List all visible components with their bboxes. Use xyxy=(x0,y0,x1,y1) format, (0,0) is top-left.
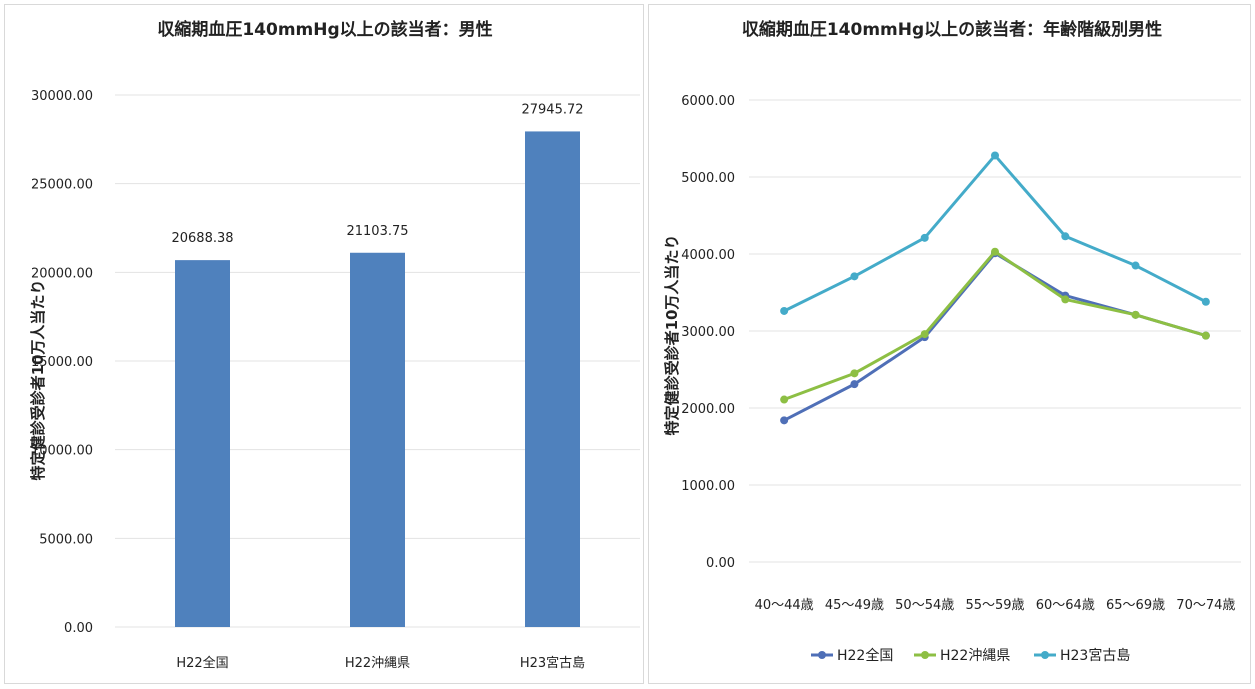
line-chart-title: 収縮期血圧140mmHg以上の該当者：年齢階級別男性 xyxy=(742,19,1162,40)
x-tick-label: 50～54歳 xyxy=(895,598,954,613)
bar-data-label: 21103.75 xyxy=(346,224,408,239)
data-point xyxy=(1201,297,1210,306)
bar-chart-title: 収縮期血圧140mmHg以上の該当者：男性 xyxy=(157,19,492,40)
bar xyxy=(525,131,580,627)
y-tick-label: 25000.00 xyxy=(31,178,93,193)
data-point xyxy=(780,416,789,425)
bar-data-label: 27945.72 xyxy=(521,102,583,117)
y-tick-label: 1000.00 xyxy=(681,479,735,494)
bar xyxy=(175,260,230,627)
data-point xyxy=(991,151,999,160)
series-line xyxy=(783,153,1207,313)
y-tick-label: 0.00 xyxy=(64,621,93,636)
data-point xyxy=(850,369,859,378)
x-tick-label: 70～74歳 xyxy=(1176,598,1235,613)
bar-data-label: 20688.38 xyxy=(171,231,233,246)
legend-label: H23宮古島 xyxy=(1060,648,1130,664)
y-tick-label: 5000.00 xyxy=(39,532,93,547)
data-point xyxy=(920,330,929,339)
data-point xyxy=(850,272,859,281)
y-tick-label: 15000.00 xyxy=(31,355,93,370)
data-point xyxy=(1061,295,1070,304)
line-chart: 収縮期血圧140mmHg以上の該当者：年齢階級別男性 特定健診受診者10万人当た… xyxy=(663,19,1241,664)
legend-label: H22全国 xyxy=(837,647,893,664)
x-tick-label: 45～49歳 xyxy=(825,598,884,613)
y-tick-label: 5000.00 xyxy=(681,171,735,186)
x-tick-label: H22全国 xyxy=(176,655,228,671)
x-tick-label: 65～69歳 xyxy=(1106,598,1165,613)
bar xyxy=(350,252,405,627)
bar-chart-panel: 収縮期血圧140mmHg以上の該当者：男性 特定健診受診者10万人当たり 0.0… xyxy=(4,4,644,684)
bar-chart-y-axis-title: 特定健診受診者10万人当たり xyxy=(29,280,47,481)
data-point xyxy=(920,233,929,242)
series-line xyxy=(783,250,1207,401)
x-tick-label: 55～59歳 xyxy=(965,598,1024,613)
x-tick-label: 40～44歳 xyxy=(755,598,814,613)
legend-marker xyxy=(1041,651,1049,659)
bar-chart: 収縮期血圧140mmHg以上の該当者：男性 特定健診受診者10万人当たり 0.0… xyxy=(29,19,640,671)
line-chart-panel: 収縮期血圧140mmHg以上の該当者：年齢階級別男性 特定健診受診者10万人当た… xyxy=(648,4,1251,684)
y-tick-label: 0.00 xyxy=(706,556,735,571)
data-point xyxy=(1061,232,1070,241)
data-point xyxy=(850,380,859,389)
y-tick-label: 2000.00 xyxy=(681,402,735,417)
data-point xyxy=(1131,261,1140,270)
y-tick-label: 4000.00 xyxy=(681,248,735,263)
x-tick-label: H22沖縄県 xyxy=(345,656,410,671)
y-tick-label: 6000.00 xyxy=(681,94,735,109)
line-chart-y-axis-title: 特定健診受診者10万人当たり xyxy=(663,235,681,436)
x-tick-label: 60～64歳 xyxy=(1036,598,1095,613)
legend-label: H22沖縄県 xyxy=(940,648,1010,664)
y-tick-label: 20000.00 xyxy=(31,266,93,281)
data-point xyxy=(1131,310,1140,319)
data-point xyxy=(780,306,789,315)
legend-marker xyxy=(818,651,826,659)
y-tick-label: 10000.00 xyxy=(31,444,93,459)
data-point xyxy=(1201,331,1210,340)
legend-marker xyxy=(921,651,929,659)
data-point xyxy=(780,395,789,404)
x-tick-label: H23宮古島 xyxy=(520,655,585,671)
y-tick-label: 3000.00 xyxy=(681,325,735,340)
data-point xyxy=(991,247,999,256)
y-tick-label: 30000.00 xyxy=(31,89,93,104)
